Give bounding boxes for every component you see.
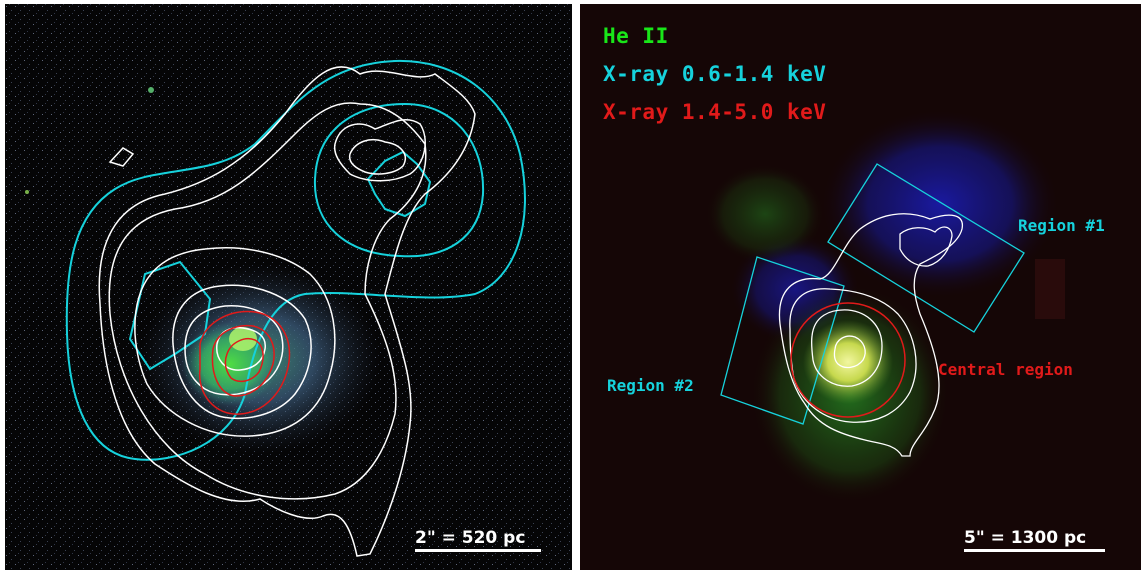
legend-xray-soft: X-ray 0.6-1.4 keV bbox=[603, 62, 827, 86]
central-bright-core bbox=[803, 320, 893, 404]
soft-xray-contour-inner-sw bbox=[128, 260, 212, 371]
soft-xray-contour-inner bbox=[313, 102, 485, 258]
scale-bar: 2" = 520 pc bbox=[415, 528, 541, 552]
central-region-label: Central region bbox=[938, 360, 1073, 379]
scale-bar-label: 2" = 520 pc bbox=[415, 528, 526, 548]
right-image-panel: He II X-ray 0.6-1.4 keV X-ray 1.4-5.0 ke… bbox=[580, 4, 1141, 570]
he2-emission-nw bbox=[705, 164, 825, 264]
optical-contour-core bbox=[833, 335, 866, 369]
optical-contour-inner bbox=[810, 309, 883, 387]
optical-contour-1 bbox=[98, 66, 476, 557]
optical-contour-ne bbox=[899, 226, 953, 267]
optical-contour-blob bbox=[108, 147, 135, 167]
optical-contour-outer bbox=[778, 213, 963, 457]
legend-xray-hard: X-ray 1.4-5.0 keV bbox=[603, 100, 827, 124]
hard-xray-contour-1 bbox=[199, 310, 291, 415]
left-image-canvas bbox=[5, 4, 572, 570]
region-2-box bbox=[720, 256, 845, 425]
faint-emission bbox=[1035, 259, 1065, 319]
compact-source bbox=[148, 87, 154, 93]
region-1-label: Region #1 bbox=[1018, 216, 1105, 235]
region-1-box bbox=[827, 163, 1025, 333]
optical-contour-ne bbox=[333, 119, 426, 182]
optical-contours bbox=[98, 66, 476, 557]
soft-xray-emission bbox=[820, 109, 1060, 299]
optical-contour-4 bbox=[172, 284, 312, 420]
compact-source bbox=[25, 190, 29, 194]
hard-xray-contour-2 bbox=[211, 324, 275, 397]
right-image-canvas bbox=[705, 109, 1065, 504]
scale-bar-label: 5" = 1300 pc bbox=[964, 528, 1087, 548]
region-boxes bbox=[720, 163, 1025, 425]
left-image-panel: 2" = 520 pc bbox=[5, 4, 572, 570]
scale-bar: 5" = 1300 pc bbox=[964, 528, 1105, 552]
hard-xray-contour-3 bbox=[224, 338, 264, 383]
optical-contour-ne-inner bbox=[348, 138, 406, 175]
central-region-circle bbox=[790, 302, 906, 418]
soft-xray-contours bbox=[65, 59, 526, 461]
scale-bar-line bbox=[415, 549, 541, 552]
hard-xray-contours bbox=[199, 310, 291, 415]
soft-xray-contour-outer bbox=[65, 59, 526, 461]
optical-contour-2 bbox=[108, 102, 427, 500]
legend-he2: He II bbox=[603, 24, 669, 48]
region-2-label: Region #2 bbox=[607, 376, 694, 395]
optical-contour-5 bbox=[184, 305, 284, 396]
optical-contour-3 bbox=[134, 246, 336, 437]
scale-bar-line bbox=[964, 549, 1105, 552]
